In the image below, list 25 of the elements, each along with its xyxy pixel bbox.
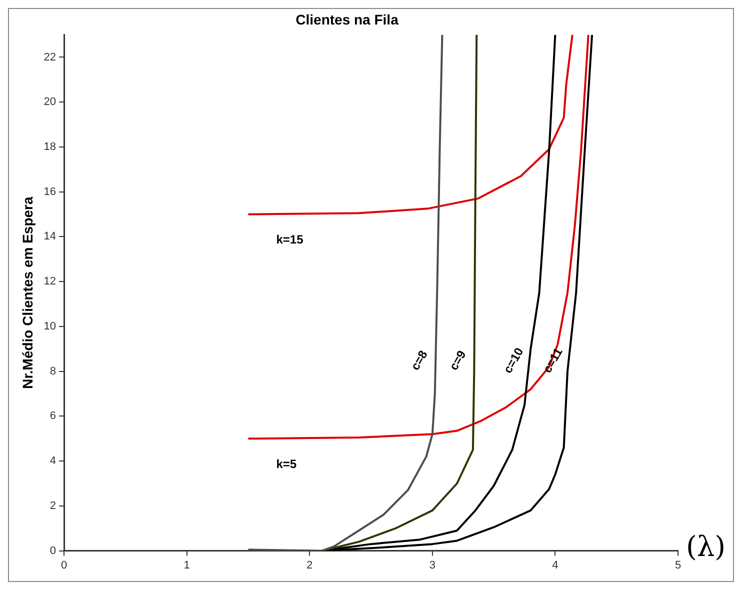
y-tick-label: 2 <box>50 500 56 512</box>
y-tick-label: 16 <box>44 186 56 198</box>
y-tick-label: 20 <box>44 96 56 108</box>
x-tick-label: 2 <box>306 559 313 572</box>
x-axis-title: (λ) <box>686 530 726 564</box>
y-tick-label: 0 <box>50 544 56 557</box>
chart-title: Clientes na Fila <box>296 11 399 28</box>
y-axis-title: Nr.Médio Clientes em Espera <box>19 196 36 389</box>
y-tick-label: 18 <box>44 141 56 154</box>
x-tick-label: 3 <box>429 559 436 572</box>
x-tick-label: 1 <box>184 559 190 572</box>
y-tick-label: 22 <box>44 51 56 64</box>
x-tick-label: 0 <box>60 559 68 572</box>
series-label: k=5 <box>276 456 297 471</box>
y-tick-label: 4 <box>50 455 56 468</box>
text: c=9 <box>446 348 469 373</box>
y-tick-label: 6 <box>50 410 56 422</box>
y-tick-label: 10 <box>44 320 56 332</box>
y-tick-label: 12 <box>44 276 56 288</box>
y-tick-label: 14 <box>44 230 56 243</box>
series-label: k=15 <box>276 232 304 247</box>
text: c=8 <box>408 348 430 373</box>
x-tick-label: 5 <box>674 559 682 572</box>
y-tick-label: 8 <box>50 365 56 378</box>
x-tick-label: 4 <box>552 559 558 572</box>
